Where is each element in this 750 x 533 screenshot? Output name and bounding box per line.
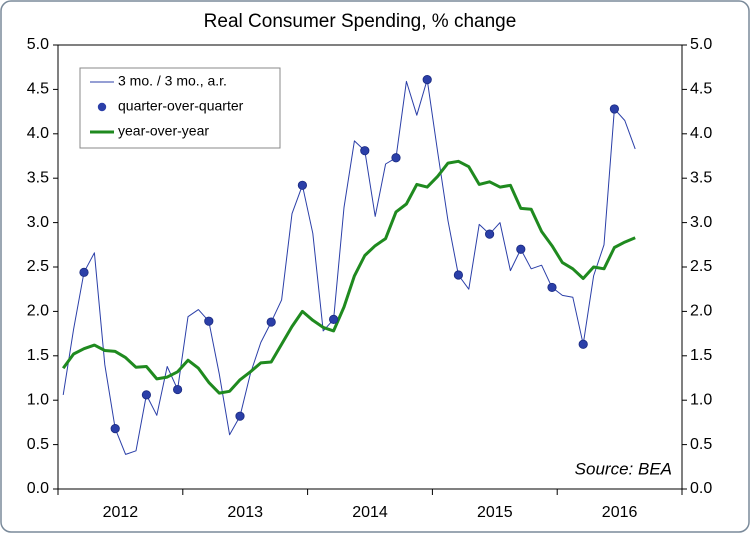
y-tick-label: 2.5 [27,258,49,275]
y2-tick-label: 4.5 [690,81,712,98]
data-point [266,317,276,327]
data-point [484,229,495,239]
data-point [235,411,245,421]
y-tick-label: 3.5 [27,169,49,186]
data-point [578,339,588,349]
data-point [173,384,183,395]
data-point [110,424,120,434]
x-tick-label: 2013 [227,504,263,521]
y2-tick-label: 3.0 [690,214,712,231]
data-point [453,270,463,280]
data-point [422,75,432,85]
data-point [297,180,307,190]
data-point [79,267,89,277]
data-point [328,314,339,324]
y-tick-label: 0.0 [27,480,49,497]
y-tick-label: 4.0 [27,125,49,142]
series-line [62,79,636,455]
y2-tick-label: 3.5 [690,169,712,186]
legend-box [79,67,281,149]
y2-tick-label: 0.5 [690,436,712,453]
y2-tick-label: 4.0 [690,125,712,142]
data-point [204,316,214,326]
data-point [141,390,151,400]
y2-tick-label: 2.5 [690,258,712,275]
y-tick-label: 2.0 [27,303,49,320]
x-tick-label: 2012 [103,504,139,521]
y2-tick-label: 1.5 [690,347,712,364]
x-tick-label: 2014 [352,504,388,521]
legend-label: 3 mo. / 3 mo., a.r. [118,73,227,89]
legend-label: quarter-over-quarter [118,98,244,114]
y-tick-label: 0.5 [27,436,49,453]
legend-label: year-over-year [118,123,209,139]
series-line [61,159,636,395]
data-point [360,146,370,156]
y-tick-label: 1.0 [27,391,49,408]
legend-swatch [97,102,107,112]
data-point [547,282,557,293]
data-point [516,244,526,254]
y2-tick-label: 0.0 [690,480,712,497]
chart-title: Real Consumer Spending, % change [204,11,517,32]
y2-tick-label: 2.0 [690,303,712,320]
y-tick-label: 3.0 [27,214,49,231]
y2-tick-label: 1.0 [690,391,712,408]
y-tick-label: 4.5 [27,81,49,98]
data-point [391,153,401,163]
data-point [609,104,620,114]
y-tick-label: 1.5 [27,347,49,364]
y2-tick-label: 5.0 [690,36,712,53]
source-note: Source: BEA [575,459,672,478]
y-tick-label: 5.0 [27,36,49,53]
x-tick-label: 2016 [602,504,638,521]
x-tick-label: 2015 [477,504,513,521]
